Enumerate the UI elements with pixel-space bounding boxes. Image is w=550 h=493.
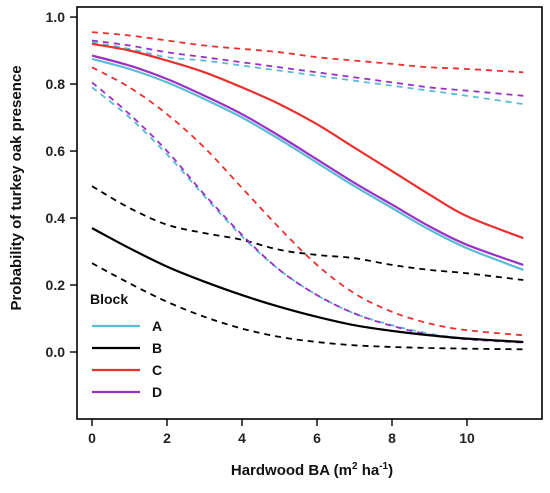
y-tick-label: 0.2 (46, 277, 66, 293)
y-axis-title: Probability of turkey oak presence (8, 65, 25, 310)
x-axis-title-sup2: -1 (379, 461, 388, 472)
x-axis-title-sup1: 2 (352, 461, 358, 472)
series-c-fit-line (91, 42, 524, 240)
series-a-lower-ci-line (91, 86, 524, 343)
y-tick-label: 0.0 (46, 344, 66, 360)
legend-label-d: D (152, 384, 162, 400)
series-b-upper-ci-line (91, 185, 524, 281)
x-tick-label: 6 (313, 430, 321, 446)
x-axis-title: Hardwood BA (m2 ha-1) (231, 461, 393, 479)
series-d-fit-line (91, 54, 524, 266)
series-c-upper-ci-line (91, 31, 524, 74)
legend-label-b: B (152, 340, 162, 356)
series-b-fit-line (91, 227, 524, 344)
x-tick-label: 2 (163, 430, 171, 446)
legend-label-c: C (152, 362, 162, 378)
plot-frame (76, 6, 543, 420)
series-a-upper-ci-line (91, 41, 524, 105)
x-tick-label: 0 (88, 430, 96, 446)
y-axis: 0.0 0.2 0.4 0.6 0.8 1.0 (46, 9, 77, 360)
x-tick-label: 4 (238, 430, 246, 446)
series-d-upper-ci-line (91, 39, 524, 97)
series-c-lower-ci-line (91, 66, 524, 337)
y-tick-label: 1.0 (46, 9, 66, 25)
x-axis-title-middle: ha (358, 462, 380, 479)
y-tick-label: 0.6 (46, 143, 66, 159)
x-tick-label: 8 (388, 430, 396, 446)
y-tick-label: 0.4 (46, 210, 66, 226)
x-axis: 0 2 4 6 8 10 (88, 419, 475, 446)
x-axis-title-prefix: Hardwood BA (m (231, 462, 352, 479)
legend-title: Block (90, 291, 128, 307)
series-a-fit-line (91, 57, 524, 271)
x-axis-title-suffix: ) (388, 462, 393, 479)
legend-label-a: A (152, 318, 162, 334)
y-tick-label: 0.8 (46, 76, 66, 92)
x-tick-label: 10 (459, 430, 475, 446)
series-b-lower-ci-line (91, 262, 524, 351)
series-layer (91, 31, 524, 351)
